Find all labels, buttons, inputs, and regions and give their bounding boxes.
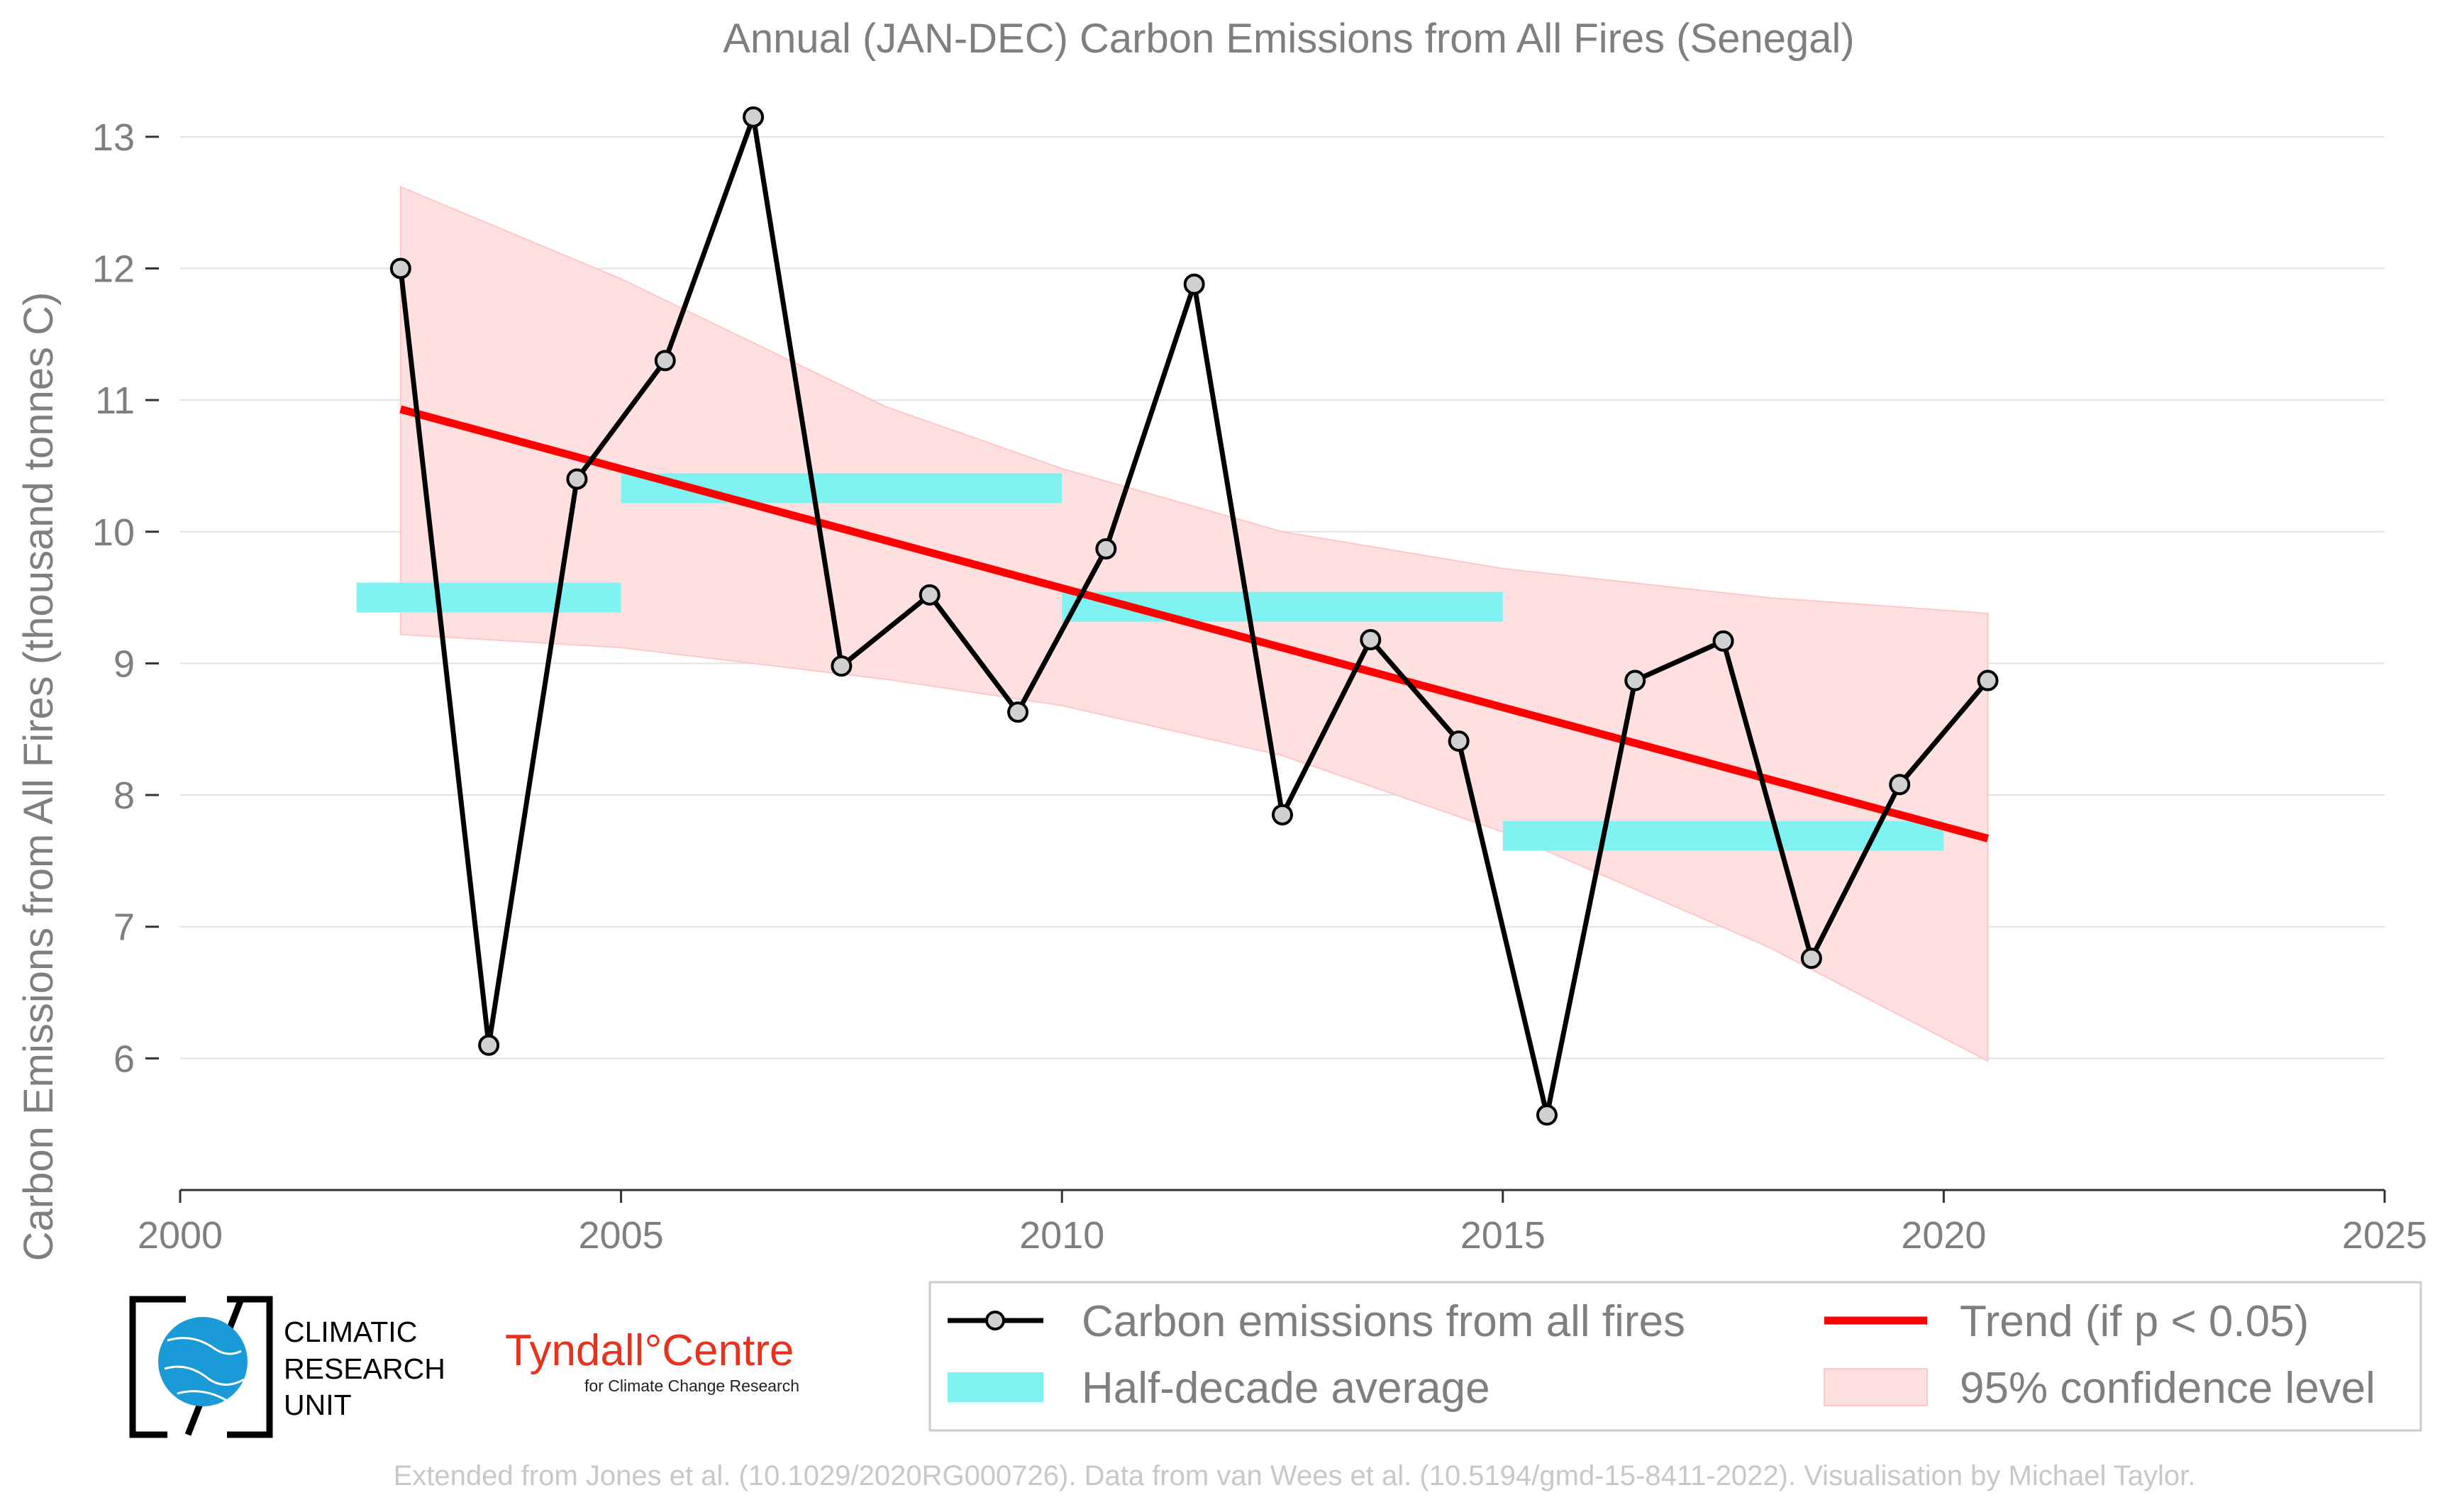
cru-bracket-left: [129, 1296, 186, 1438]
emissions-point-3: [654, 350, 676, 372]
emissions-point-9: [1183, 273, 1205, 295]
emissions-point-11: [1360, 628, 1382, 650]
tyndall-subtitle: for Climate Change Research: [584, 1377, 799, 1395]
emissions-point-7: [1007, 701, 1029, 723]
legend-label-confidence: 95% confidence level: [1960, 1364, 2375, 1413]
cru-text-line3: UNIT: [284, 1389, 352, 1421]
globe-line-3: [177, 1390, 228, 1402]
legend-swatch-confidence: [1824, 1368, 1928, 1406]
globe-line-2: [164, 1365, 245, 1386]
y-tick-label-10: 10: [92, 511, 135, 554]
chart-title: Annual (JAN-DEC) Carbon Emissions from A…: [723, 16, 1855, 62]
emissions-point-4: [743, 106, 765, 128]
emissions-point-18: [1977, 669, 1999, 691]
axes: 6 7 8 9 10 11 12 13 2000 2005 2010 2015 2020 2025: [92, 116, 2427, 1257]
tyndall-logo: Tyndall°Centre for Climate Change Resear…: [505, 1326, 799, 1395]
cru-text-line1: CLIMATIC: [284, 1316, 417, 1348]
emissions-point-2: [566, 468, 588, 490]
y-tick-label-11: 11: [95, 379, 135, 422]
legend-label-trend: Trend (if p < 0.05): [1960, 1297, 2309, 1346]
legend-swatch-half-decade: [948, 1372, 1043, 1402]
legend-label-emissions: Carbon emissions from all fires: [1082, 1297, 1685, 1346]
legend-box: [928, 1281, 2422, 1432]
y-axis-label: Carbon Emissions from All Fires (thousan…: [16, 292, 62, 1262]
legend-label-half-decade: Half-decade average: [1082, 1364, 1490, 1413]
cru-text-line2: RESEARCH: [284, 1352, 445, 1385]
y-tick-label-12: 12: [92, 248, 135, 290]
y-tick-label-8: 8: [113, 774, 135, 817]
emissions-point-13: [1536, 1104, 1558, 1126]
cru-bracket-right: [227, 1296, 273, 1438]
y-tick-label-6: 6: [113, 1038, 135, 1080]
emissions-point-6: [919, 584, 941, 606]
emissions-series: [389, 106, 1999, 1126]
cru-logo: CLIMATIC RESEARCH UNIT: [129, 1296, 445, 1438]
emissions-point-14: [1624, 669, 1646, 691]
legend: Carbon emissions from all fires Trend (i…: [928, 1281, 2422, 1432]
emissions-point-1: [478, 1034, 500, 1056]
half-decade-bar-0: [356, 582, 621, 613]
emissions-point-12: [1448, 730, 1470, 752]
emissions-point-5: [831, 655, 853, 677]
x-tick-label-2005: 2005: [579, 1214, 664, 1257]
y-tick-label-9: 9: [113, 643, 135, 685]
trend-line-group: [399, 405, 1989, 843]
emissions-point-16: [1800, 947, 1822, 969]
tyndall-name: Tyndall°Centre: [505, 1326, 794, 1375]
emissions-point-17: [1889, 774, 1911, 796]
emissions-point-8: [1095, 538, 1117, 560]
x-tick-label-2000: 2000: [138, 1214, 223, 1257]
source-note: Extended from Jones et al. (10.1029/2020…: [394, 1460, 2196, 1491]
emissions-point-15: [1712, 630, 1734, 652]
globe-line-1: [167, 1337, 242, 1355]
y-tick-label-13: 13: [92, 116, 135, 159]
trend-line: [399, 405, 1989, 843]
legend-marker-emissions: [985, 1311, 1005, 1330]
x-tick-label-2015: 2015: [1460, 1214, 1546, 1257]
x-tick-label-2025: 2025: [2342, 1214, 2427, 1257]
y-tick-label-7: 7: [113, 906, 135, 949]
emissions-point-0: [389, 257, 411, 279]
emissions-point-10: [1272, 804, 1293, 826]
x-tick-label-2020: 2020: [1901, 1214, 1986, 1257]
x-tick-label-2010: 2010: [1019, 1214, 1104, 1257]
